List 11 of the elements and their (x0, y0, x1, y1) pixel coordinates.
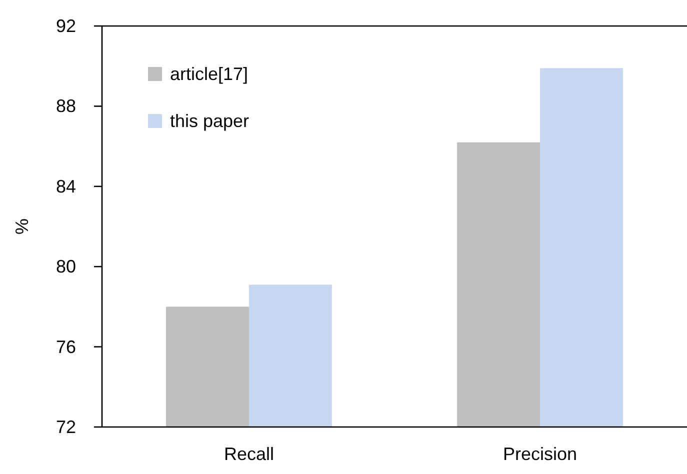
y-tick-label: 92 (56, 16, 76, 36)
y-tick-label: 84 (56, 176, 76, 196)
x-tick-label: Precision (503, 444, 578, 464)
y-tick-label: 80 (56, 256, 76, 277)
legend-label: article[17] (170, 64, 248, 84)
legend-label: this paper (170, 111, 250, 131)
x-tick-label: Recall (224, 444, 274, 464)
y-tick-label: 88 (56, 96, 76, 116)
y-tick-label: 72 (56, 417, 76, 437)
y-axis-title: % (12, 218, 32, 235)
y-tick-label: 76 (56, 336, 76, 357)
